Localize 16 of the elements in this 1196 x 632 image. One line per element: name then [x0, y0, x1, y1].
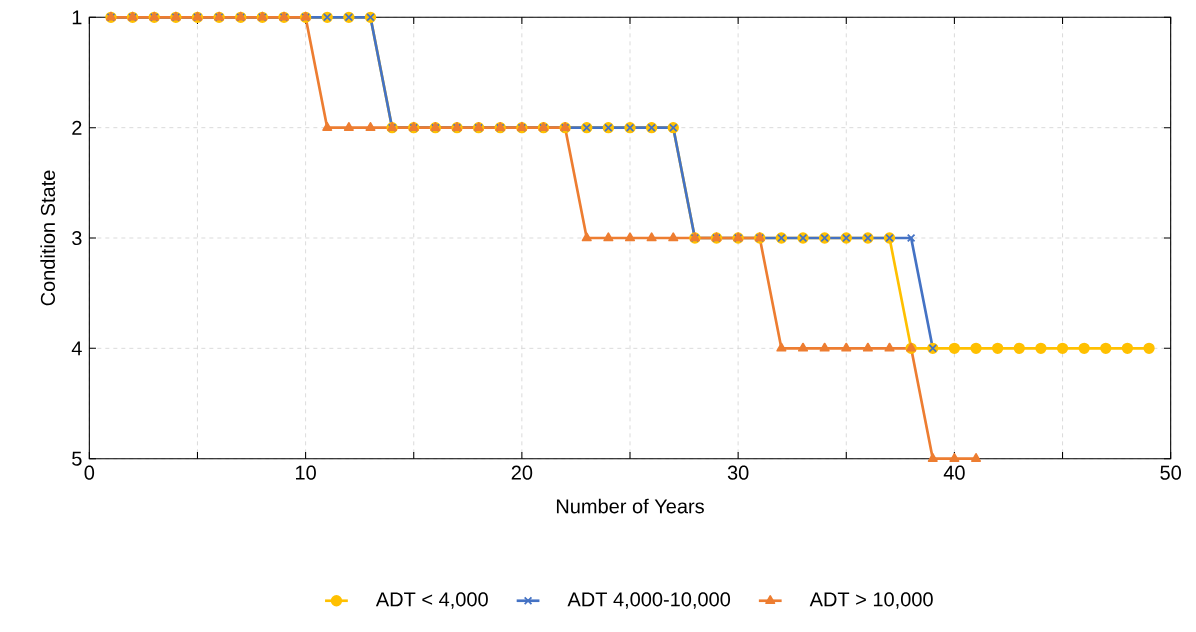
x-tick-label: 40	[943, 465, 965, 480]
legend-label: ADT > 10,000	[809, 592, 933, 609]
x-tick-label: 50	[1160, 465, 1181, 480]
x-tick-label: 0	[84, 465, 95, 480]
y-tick-label: 4	[71, 341, 82, 356]
y-tick-label: 1	[72, 10, 82, 25]
y-tick-label: 3	[72, 230, 82, 246]
legend-label: ADT < 4,000	[375, 592, 488, 609]
x-tick-label: 10	[296, 465, 316, 480]
x-tick-label: 30	[727, 465, 749, 480]
y-tick-label: 5	[72, 451, 82, 466]
legend-label: ADT 4,000-10,000	[567, 592, 731, 609]
y-axis-title: Condition State	[40, 170, 56, 306]
x-tick-label: 20	[511, 465, 533, 480]
x-axis-title: Number of Years	[556, 498, 704, 514]
y-tick-label: 2	[72, 120, 82, 135]
